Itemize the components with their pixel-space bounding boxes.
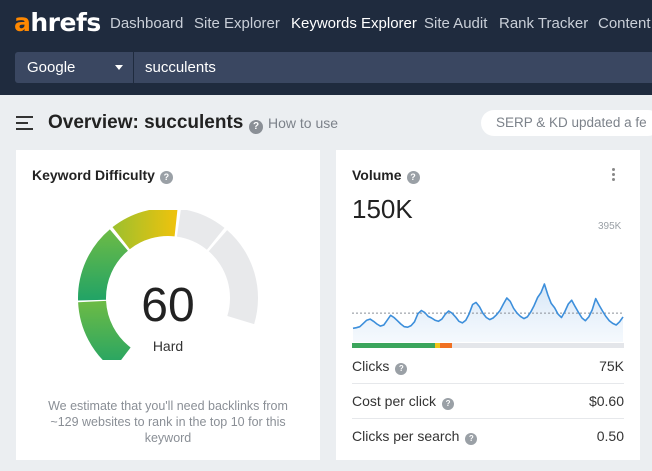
question-icon[interactable]: ? <box>406 171 420 184</box>
kd-backlinks-estimate: We estimate that you'll need backlinks f… <box>48 399 288 445</box>
clicks-distribution-bar <box>352 343 624 348</box>
logo-accent-letter: a <box>14 8 31 37</box>
cpc-value: $0.60 <box>588 393 624 409</box>
metric-label: Clicks per search? <box>352 428 478 445</box>
clicks-per-search-value: 0.50 <box>596 428 624 444</box>
search-engine-value: Google <box>27 59 76 76</box>
keyword-input[interactable] <box>134 52 652 83</box>
volume-card-header: Volume? <box>352 167 420 184</box>
gauge-segment-empty-2 <box>208 230 258 325</box>
organic-clicks-segment <box>352 343 435 348</box>
nav-rank-tracker[interactable]: Rank Tracker <box>499 15 589 32</box>
metric-row-cpc: Cost per click? $0.60 <box>352 384 624 419</box>
paid-clicks-segment-yellow <box>434 343 440 348</box>
gauge-segment-green-2 <box>78 229 128 301</box>
hamburger-menu-icon[interactable] <box>16 116 33 130</box>
top-navigation: ahrefs Dashboard Site Explorer Keywords … <box>0 0 652 47</box>
clicks-per-search-label: Clicks per search <box>352 428 460 444</box>
gauge-segment-green-1 <box>78 300 131 360</box>
kd-rating-label: Hard <box>152 338 184 354</box>
nav-site-explorer[interactable]: Site Explorer <box>194 15 280 32</box>
volume-trend-chart <box>352 283 624 342</box>
clicks-value: 75K <box>599 358 624 374</box>
chevron-down-icon <box>115 65 123 70</box>
search-bar: Google <box>0 47 652 95</box>
logo-text: hrefs <box>30 8 101 37</box>
question-icon[interactable]: ? <box>442 398 455 410</box>
volume-card: Volume? 150K 395K Clicks? 75K Cost per c… <box>336 150 640 460</box>
metric-row-clicks: Clicks? 75K <box>352 349 624 384</box>
search-volume-value: 150K <box>352 194 413 224</box>
question-icon[interactable]: ? <box>465 433 478 445</box>
trend-y-max-label: 395K <box>598 221 622 232</box>
kd-score: 60 <box>141 279 195 332</box>
question-icon[interactable]: ? <box>395 363 408 375</box>
more-options-icon[interactable] <box>611 168 617 184</box>
metric-label: Clicks? <box>352 358 408 375</box>
how-to-use-label: How to use <box>268 115 339 131</box>
keyword-difficulty-card: Keyword Difficulty? 60 Hard We estimate … <box>16 150 320 460</box>
nav-keywords-explorer[interactable]: Keywords Explorer <box>291 15 417 32</box>
nav-content[interactable]: Content <box>598 15 651 32</box>
nav-dashboard[interactable]: Dashboard <box>110 15 184 32</box>
gauge-segment-yellow <box>112 210 178 250</box>
kd-card-header: Keyword Difficulty? <box>32 167 173 184</box>
trend-area <box>353 284 623 342</box>
update-notice: SERP & KD updated a fe <box>481 110 652 136</box>
kd-title: Keyword Difficulty <box>32 167 155 183</box>
question-icon[interactable]: ? <box>159 171 173 184</box>
metric-row-clicks-per-search: Clicks per search? 0.50 <box>352 419 624 454</box>
nav-site-audit[interactable]: Site Audit <box>424 15 488 32</box>
cpc-label: Cost per click <box>352 393 437 409</box>
gauge-segment-empty-1 <box>176 210 225 250</box>
trend-line <box>352 283 624 330</box>
how-to-use-link[interactable]: ? How to use <box>249 115 338 134</box>
volume-title: Volume <box>352 167 402 183</box>
clicks-label: Clicks <box>352 358 390 374</box>
metric-label: Cost per click? <box>352 393 455 410</box>
kd-gauge <box>78 210 258 360</box>
page-title: Overview: succulents <box>48 112 244 133</box>
question-icon: ? <box>249 120 263 134</box>
search-engine-select[interactable]: Google <box>15 52 133 83</box>
ahrefs-logo[interactable]: ahrefs <box>14 8 101 38</box>
paid-clicks-segment-orange <box>439 343 452 348</box>
